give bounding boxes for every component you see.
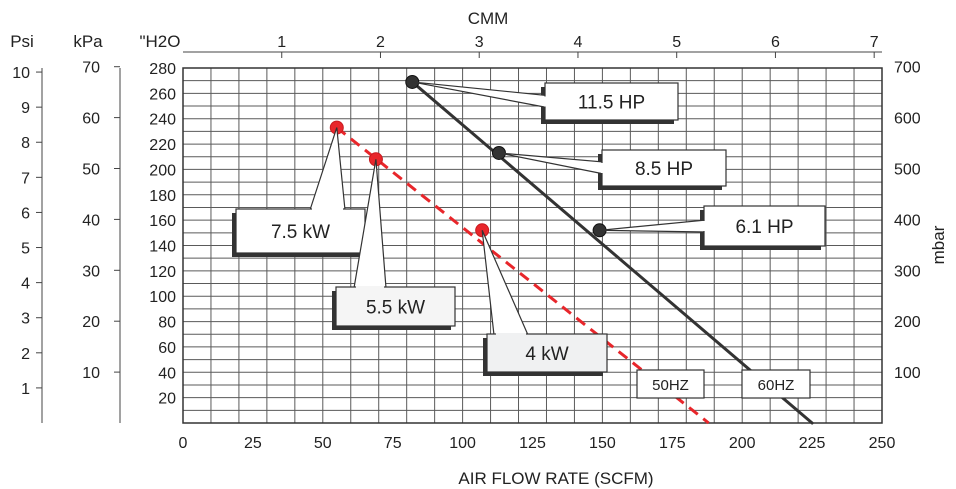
- callout-label: 11.5 HP: [578, 93, 645, 114]
- kpa-tick-label: 10: [82, 365, 100, 382]
- callout-box: [486, 333, 608, 373]
- series-line: [335, 126, 710, 425]
- h2o-tick-label: 40: [158, 365, 176, 382]
- h2o-tick-label: 240: [149, 112, 176, 129]
- callout-box: [703, 205, 826, 247]
- callout-label: 6.1 HP: [735, 217, 793, 238]
- kpa-tick-label: 30: [82, 263, 100, 280]
- h2o-tick-label: 100: [149, 289, 176, 306]
- h2o-tick-label: 20: [158, 391, 176, 408]
- top-tick-label: 4: [574, 34, 583, 51]
- psi-tick-label: 5: [21, 241, 30, 258]
- mbar-tick-label: 500: [894, 162, 921, 179]
- callout-pointer: [599, 219, 707, 233]
- series-name-label: 50HZ: [652, 377, 689, 394]
- x-tick-label: 225: [799, 435, 826, 452]
- kpa-tick-label: 40: [82, 212, 100, 229]
- h2o-tick-label: 220: [149, 137, 176, 154]
- h2o-tick-label: 180: [149, 188, 176, 205]
- x-tick-label: 100: [449, 435, 476, 452]
- top-tick-label: 1: [277, 34, 286, 51]
- h2o-tick-label: 200: [149, 162, 176, 179]
- series-name-label: 60HZ: [758, 377, 795, 394]
- psi-tick-label: 8: [21, 135, 30, 152]
- x-tick-label: 75: [384, 435, 402, 452]
- mbar-tick-label: 200: [894, 314, 921, 331]
- callout-box: [235, 208, 366, 254]
- mbar-tick-label: 300: [894, 263, 921, 280]
- x-tick-label: 125: [519, 435, 546, 452]
- kpa-tick-label: 50: [82, 162, 100, 179]
- mbar-axis-title: mbar: [929, 225, 948, 264]
- psi-tick-label: 2: [21, 346, 30, 363]
- h2o-tick-label: 120: [149, 264, 176, 281]
- callout-label: 4 kW: [525, 344, 568, 365]
- psi-tick-label: 1: [21, 381, 30, 398]
- x-tick-label: 150: [589, 435, 616, 452]
- kpa-tick-label: 60: [82, 111, 100, 128]
- x-tick-label: 0: [179, 435, 188, 452]
- h2o-tick-label: 260: [149, 86, 176, 103]
- callout-label: 8.5 HP: [635, 159, 693, 180]
- x-tick-label: 250: [869, 435, 896, 452]
- top-tick-label: 3: [475, 34, 484, 51]
- h2o-tick-label: 80: [158, 315, 176, 332]
- kpa-tick-label: 70: [82, 60, 100, 77]
- psi-tick-label: 10: [12, 65, 30, 82]
- h2o-tick-label: 60: [158, 340, 176, 357]
- h2o-tick-label: 280: [149, 61, 176, 78]
- mbar-tick-label: 600: [894, 111, 921, 128]
- psi-tick-label: 3: [21, 311, 30, 328]
- mbar-tick-label: 100: [894, 365, 921, 382]
- callouts: 11.5 HP 8.5 HP 6.1 HP 7.5 kW 5.5 kW 4 kW 60HZ 5…: [232, 81, 826, 399]
- psi-tick-label: 7: [21, 170, 30, 187]
- top-tick-label: 2: [376, 34, 385, 51]
- callout-pointer: [412, 81, 548, 109]
- x-axis-title: AIR FLOW RATE (SCFM): [458, 469, 653, 488]
- callout-label: 5.5 kW: [366, 298, 425, 319]
- callout-box: [335, 286, 456, 327]
- series-line: [410, 80, 814, 425]
- mbar-tick-label: 700: [894, 60, 921, 77]
- h2o-tick-label: 140: [149, 239, 176, 256]
- h2o-tick-label: 160: [149, 213, 176, 230]
- axes: [36, 51, 882, 423]
- x-tick-label: 200: [729, 435, 756, 452]
- callout-pointer: [309, 127, 346, 211]
- x-tick-label: 50: [314, 435, 332, 452]
- psi-tick-label: 6: [21, 205, 30, 222]
- grid: [182, 67, 883, 424]
- top-axis-title: CMM: [468, 9, 509, 28]
- top-tick-label: 7: [870, 34, 879, 51]
- top-tick-label: 6: [771, 34, 780, 51]
- x-tick-label: 175: [659, 435, 686, 452]
- psi-tick-label: 4: [21, 276, 30, 293]
- callout-label: 7.5 kW: [271, 222, 330, 243]
- h2o-axis-title: "H2O: [140, 32, 181, 51]
- series-lines: [329, 74, 814, 425]
- series-name-box: [636, 369, 705, 399]
- callout-box: [544, 82, 679, 121]
- plot-frame: [182, 67, 883, 424]
- x-tick-label: 25: [244, 435, 262, 452]
- mbar-tick-label: 400: [894, 212, 921, 229]
- series-name-box: [741, 369, 811, 399]
- psi-axis-title: Psi: [10, 32, 34, 51]
- top-tick-label: 5: [672, 34, 681, 51]
- psi-tick-label: 9: [21, 100, 30, 117]
- kpa-tick-label: 20: [82, 314, 100, 331]
- kpa-axis-title: kPa: [73, 32, 103, 51]
